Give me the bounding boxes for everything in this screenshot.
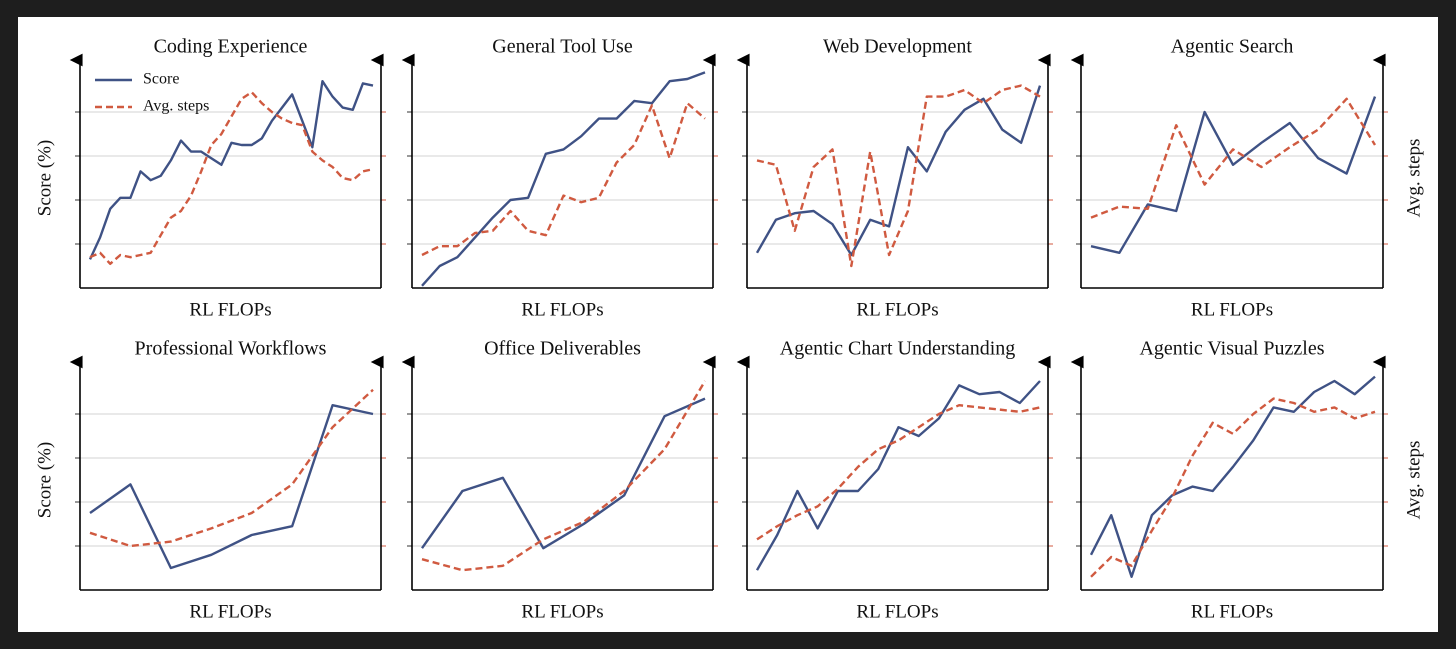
- panel-title: Agentic Chart Understanding: [780, 338, 1016, 360]
- score-line: [421, 71, 706, 287]
- score-line: [89, 404, 374, 570]
- legend-label: Avg. steps: [143, 98, 209, 115]
- steps-line: [1090, 97, 1377, 219]
- score-line: [88, 80, 374, 260]
- y-axis-label: Score (%): [34, 140, 55, 217]
- x-axis-label: RL FLOPs: [189, 601, 271, 622]
- x-axis-label: RL FLOPs: [189, 299, 271, 320]
- x-axis-label: RL FLOPs: [856, 601, 938, 622]
- panel-title: Agentic Search: [1171, 36, 1294, 58]
- score-line: [755, 380, 1041, 571]
- panel-title: Agentic Visual Puzzles: [1139, 338, 1324, 360]
- score-line: [1090, 96, 1377, 254]
- score-line: [755, 85, 1042, 257]
- steps-line: [89, 388, 374, 548]
- steps-line: [756, 404, 1041, 541]
- y-axis-label: Score (%): [34, 442, 55, 519]
- y2-axis-label: Avg. steps: [1403, 441, 1424, 520]
- x-axis-label: RL FLOPs: [521, 299, 603, 320]
- x-axis-label: RL FLOPs: [856, 299, 938, 320]
- x-axis-label: RL FLOPs: [1191, 299, 1273, 320]
- panel-title: Coding Experience: [154, 36, 308, 58]
- x-axis-label: RL FLOPs: [1191, 601, 1273, 622]
- panel-title: Office Deliverables: [484, 338, 641, 360]
- score-line: [1089, 375, 1376, 578]
- steps-line: [421, 380, 707, 572]
- score-line: [421, 397, 706, 550]
- legend-label: Score: [143, 71, 179, 88]
- panel-title: Professional Workflows: [135, 338, 327, 360]
- panel-title: Web Development: [823, 36, 972, 58]
- figure-background: [18, 17, 1438, 632]
- panel-title: General Tool Use: [492, 36, 633, 58]
- steps-line: [756, 84, 1041, 268]
- steps-line: [89, 91, 374, 265]
- steps-line: [421, 102, 706, 257]
- x-axis-label: RL FLOPs: [521, 601, 603, 622]
- y2-axis-label: Avg. steps: [1403, 139, 1424, 218]
